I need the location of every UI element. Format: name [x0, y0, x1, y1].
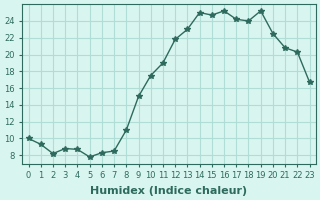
X-axis label: Humidex (Indice chaleur): Humidex (Indice chaleur) — [91, 186, 248, 196]
